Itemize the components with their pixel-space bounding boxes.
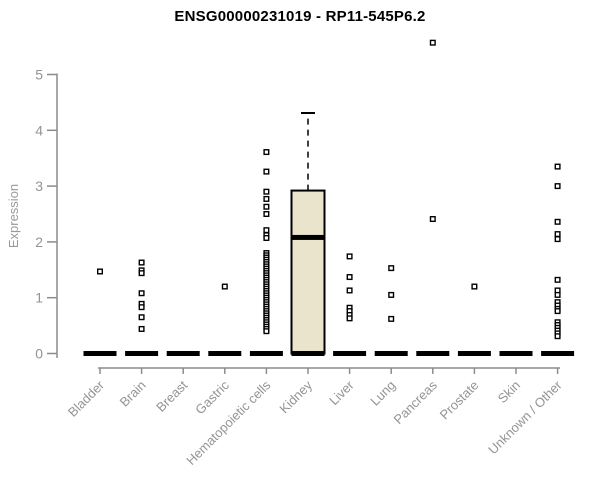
outlier-point <box>138 325 145 332</box>
x-tick-label: Unknown / Other <box>485 377 565 457</box>
outlier-point <box>138 259 145 266</box>
zero-bar <box>499 351 533 356</box>
outlier-point <box>263 210 270 217</box>
outlier-point <box>554 163 561 170</box>
y-tick-label: 4 <box>35 122 43 138</box>
zero-bar <box>125 351 159 356</box>
zero-bar <box>333 351 367 356</box>
outlier-point <box>554 183 561 190</box>
zero-bar <box>457 351 491 356</box>
outlier-point <box>346 253 353 260</box>
outlier-point <box>96 268 103 275</box>
x-tick-label: Breast <box>153 377 190 414</box>
outlier-point <box>263 149 270 156</box>
y-tick-label: 0 <box>35 346 43 362</box>
outlier-point <box>138 270 145 277</box>
x-tick-label: Pancreas <box>390 377 440 427</box>
y-tick-label: 5 <box>35 67 43 83</box>
outlier-point <box>346 274 353 281</box>
zero-bar <box>541 351 575 356</box>
zero-bar <box>83 351 117 356</box>
x-tick-label: Lung <box>367 378 398 409</box>
outlier-point <box>263 168 270 175</box>
outlier-point <box>263 203 270 210</box>
outlier-point <box>263 188 270 195</box>
outlier-point <box>138 304 145 311</box>
zero-bar <box>291 351 325 356</box>
zero-bar <box>166 351 200 356</box>
chart-title: ENSG00000231019 - RP11-545P6.2 <box>174 8 426 25</box>
zero-bar <box>249 351 283 356</box>
y-tick-label: 3 <box>35 178 43 194</box>
outlier-point <box>554 291 561 298</box>
outlier-point <box>554 276 561 283</box>
outlier-point <box>554 333 561 340</box>
outlier-point <box>388 291 395 298</box>
outlier-point <box>346 287 353 294</box>
y-tick-label: 1 <box>35 290 43 306</box>
outlier-point <box>263 227 270 234</box>
outlier-point <box>554 236 561 243</box>
outlier-point <box>263 195 270 202</box>
x-tick-label: Gastric <box>192 377 232 417</box>
outlier-point <box>263 328 270 335</box>
outlier-point <box>554 231 561 238</box>
x-tick-label: Brain <box>117 378 149 410</box>
x-tick-label: Skin <box>495 378 523 406</box>
zero-bar <box>416 351 450 356</box>
outlier-point <box>346 315 353 322</box>
outlier-point <box>138 290 145 297</box>
outlier-point <box>221 283 228 290</box>
outlier-point <box>388 315 395 322</box>
x-tick-label: Kidney <box>276 377 315 416</box>
outlier-point <box>554 308 561 315</box>
x-tick-label: Bladder <box>65 377 108 420</box>
zero-bar <box>374 351 408 356</box>
outlier-point <box>429 39 436 46</box>
outlier-point <box>263 234 270 241</box>
outlier-point <box>138 314 145 321</box>
outlier-point <box>554 218 561 225</box>
zero-bar <box>208 351 242 356</box>
x-tick-label: Liver <box>326 377 357 408</box>
x-tick-label: Prostate <box>437 378 482 423</box>
box <box>290 189 326 355</box>
y-tick-label: 2 <box>35 234 43 250</box>
outlier-point <box>388 265 395 272</box>
outlier-point <box>429 216 436 223</box>
outlier-point <box>471 283 478 290</box>
median-line <box>291 234 325 240</box>
